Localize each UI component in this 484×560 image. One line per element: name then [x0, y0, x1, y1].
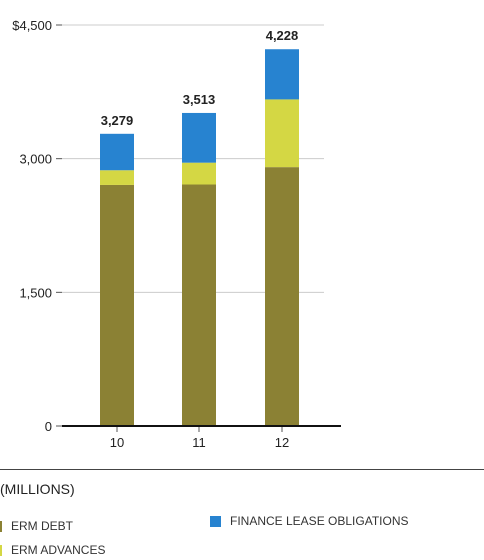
- y-tick-label: $4,500: [12, 18, 52, 33]
- x-axis-ticks: 10 11 12: [110, 427, 289, 450]
- bar-segment: [100, 184, 134, 426]
- x-tick-label: 10: [110, 435, 124, 450]
- legend-item-erm-advances: ERM ADVANCES: [0, 543, 105, 557]
- bar-segment: [100, 170, 134, 185]
- bar-segment: [182, 162, 216, 185]
- legend-label-erm-advances: ERM ADVANCES: [11, 543, 106, 557]
- legend-swatch-erm-debt: [0, 520, 2, 532]
- x-tick-label: 11: [192, 435, 206, 450]
- bar-segment: [100, 133, 134, 171]
- units-label: (MILLIONS): [0, 481, 75, 497]
- bar-segment: [265, 49, 299, 100]
- legend-item-erm-debt: ERM DEBT: [0, 519, 73, 533]
- divider: [0, 469, 484, 470]
- bar-total-label: 3,513: [183, 92, 216, 107]
- bar-total-label: 4,228: [266, 28, 299, 43]
- y-tick-label: 3,000: [19, 152, 52, 167]
- legend-label-finance-lease-obligations: FINANCE LEASE OBLIGATIONS: [230, 514, 409, 528]
- y-axis-ticks: 0 1,500 3,000 $4,500: [12, 18, 62, 434]
- bar-segment: [182, 112, 216, 163]
- bar-segment: [182, 184, 216, 426]
- legend-label-erm-debt: ERM DEBT: [11, 519, 74, 533]
- x-tick-label: 12: [275, 435, 289, 450]
- y-tick-label: 0: [45, 419, 52, 434]
- data-labels: 3,279 3,513 4,228: [101, 28, 299, 128]
- legend-swatch-erm-advances: [0, 544, 2, 556]
- legend-swatch-finance-lease-obligations: [210, 515, 221, 527]
- bar-segment: [265, 99, 299, 168]
- y-tick-label: 1,500: [19, 285, 52, 300]
- bar-chart: 0 1,500 3,000 $4,500 3,279 3,513 4,228 10 11 12: [12, 18, 341, 450]
- bar-segment: [265, 167, 299, 427]
- legend-item-finance-lease-obligations: FINANCE LEASE OBLIGATIONS: [210, 514, 409, 528]
- bar-total-label: 3,279: [101, 113, 134, 128]
- bars: [100, 49, 299, 427]
